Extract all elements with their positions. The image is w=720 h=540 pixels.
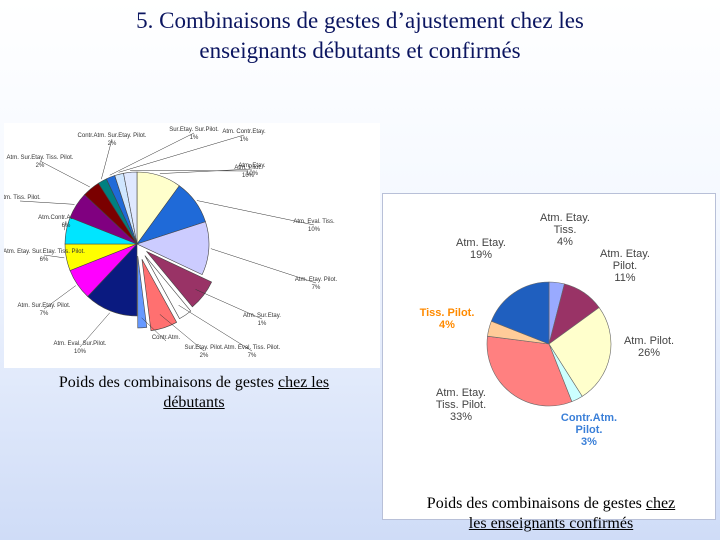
beginners-leader-line xyxy=(195,289,263,320)
beginners-slice-label-sur-etay-pilot: Sur.Etay. Pilot. 2% xyxy=(185,345,224,359)
experienced-pie-chart: Atm. Etay. Tiss. 4% Atm. Etay. Pilot. 11% Atm.… xyxy=(420,212,674,448)
beginners-leader-line xyxy=(39,160,90,188)
beginners-slice-label-atm-eval-tiss: Atm. Eval. Tiss. 10% xyxy=(293,219,335,233)
beginners-slice-label-atm-tiss-pilot: Atm. Tiss. Pilot. xyxy=(4,195,41,201)
experienced-slice-atm-etay-tiss-pilot xyxy=(486,335,573,407)
experienced-slice-label-atm-etay: Atm. Etay. 19% xyxy=(456,237,506,261)
beginners-slice-label-atm-sur-etay-pilot: Atm. Sur.Etay. Pilot. 7% xyxy=(18,303,71,317)
experienced-slice-label-atm-pilot: Atm. Pilot. 26% xyxy=(624,335,674,359)
experienced-slice-label-atm-etay-pilot: Atm. Etay. Pilot. 11% xyxy=(600,248,650,284)
experienced-slice-label-atm-etay-tiss: Atm. Etay. Tiss. 4% xyxy=(540,212,590,248)
beginners-slice-atm-sur-etay xyxy=(146,251,213,308)
beginners-slice-label-contr-atm: Contr.Atm. xyxy=(152,335,181,341)
experienced-slice-atm-etay xyxy=(490,281,550,345)
beginners-slice-label-atm-contr-atm-pilot: Atm.Contr.Atm. Pilot. 6% xyxy=(38,215,94,229)
page-title-line-1: 5. Combinaisons de gestes d’ajustement c… xyxy=(136,8,584,33)
beginners-slice-atm-pilot xyxy=(123,171,138,245)
beginners-leader-line xyxy=(159,314,205,352)
beginners-caption-underline-2: débutants xyxy=(163,394,225,411)
experienced-slice-label-atm-etay-tiss-pilot: Atm. Etay. Tiss. Pilot. 33% xyxy=(436,387,486,423)
beginners-slice-label-atm-pilot: Atm. Pilot. 10% xyxy=(234,165,262,179)
experienced-caption-underline-2: les enseignants confirmés xyxy=(468,515,634,532)
beginners-slice-contr-atm xyxy=(137,255,148,329)
page-title-line-2: enseignants débutants et confirmés xyxy=(199,38,521,63)
beginners-leader-line xyxy=(64,220,67,231)
beginners-slice-label-contr-atm-sur-etay-pilot: Contr.Atm. Sur.Etay. Pilot. 2% xyxy=(78,133,147,147)
experienced-slice-atm-pilot xyxy=(548,307,612,397)
beginners-leader-line xyxy=(43,285,76,310)
beginners-slice-label-atm-contr-etay: Atm. Contr.Etay. 1% xyxy=(222,129,266,143)
beginners-slice-sur-etay-pilot xyxy=(141,259,178,331)
beginners-pie-chart-panel: Atm. Etay. 10% Atm. Eval. Tiss. 10% Atm. Eta… xyxy=(0,123,380,368)
beginners-leader-line xyxy=(130,170,249,172)
beginners-slice-label-atm-sur-etay-tiss-pilot: Atm. Sur.Etay. Tiss. Pilot. 2% xyxy=(7,155,74,169)
beginners-leader-line xyxy=(43,254,65,259)
beginners-caption-underline-1: chez les xyxy=(278,374,330,391)
page-title: 5. Combinaisons de gestes d’ajustement c… xyxy=(0,6,720,66)
beginners-caption-text: Poids des combinaisons de gestes xyxy=(58,374,278,391)
beginners-leader-line xyxy=(196,200,315,226)
beginners-slice-label-atm-etay-sur-etay-tiss-pilot: Atm. Etay. Sur.Etay. Tiss. Pilot. 6% xyxy=(4,249,85,263)
beginners-chart-caption: Poids des combinaisons de gestes chez le… xyxy=(18,373,370,413)
experienced-caption-text: Poids des combinaisons de gestes xyxy=(426,495,646,512)
beginners-leader-line xyxy=(101,138,113,180)
beginners-slice-atm-etay-pilot xyxy=(136,221,210,276)
beginners-slice-label-atm-eval-tiss-pilot: Atm. Eval. Tiss. Pilot. 7% xyxy=(224,345,281,359)
beginners-leader-line xyxy=(109,132,195,176)
beginners-leader-line xyxy=(210,248,317,284)
beginners-leader-line xyxy=(19,200,75,205)
beginners-slice-atm-eval-tiss-pilot xyxy=(144,255,192,320)
beginners-leader-line xyxy=(178,304,253,352)
experienced-pie-chart-panel: Atm. Etay. Tiss. 4% Atm. Etay. Pilot. 11% Atm.… xyxy=(382,193,716,520)
beginners-pie-chart: Atm. Etay. 10% Atm. Eval. Tiss. 10% Atm. Eta… xyxy=(0,127,338,359)
experienced-slice-label-tiss-pilot: Tiss. Pilot. 4% xyxy=(420,307,475,331)
experienced-chart-caption: Poids des combinaisons de gestes chez le… xyxy=(388,494,714,534)
beginners-slice-label-atm-etay: Atm. Etay. 10% xyxy=(238,163,266,177)
beginners-leader-line xyxy=(118,134,245,173)
beginners-slice-label-sur-etay-sur-pilot: Sur.Etay. Sur.Pilot. 1% xyxy=(169,127,219,141)
experienced-caption-underline-1: chez xyxy=(645,495,676,512)
experienced-slice-label-contr-atm-pilot: Contr.Atm. Pilot. 3% xyxy=(561,412,617,448)
beginners-slice-label-atm-sur-etay: Atm. Sur.Etay. 1% xyxy=(243,313,281,327)
beginners-slice-label-atm-etay-pilot: Atm. Etay. Pilot. 7% xyxy=(295,277,338,291)
beginners-leader-line xyxy=(79,312,110,348)
beginners-slice-label-atm-eval-sur-pilot: Atm. Eval. Sur.Pilot. 10% xyxy=(53,341,106,355)
beginners-leader-line xyxy=(159,168,253,174)
beginners-leader-line xyxy=(141,317,167,342)
